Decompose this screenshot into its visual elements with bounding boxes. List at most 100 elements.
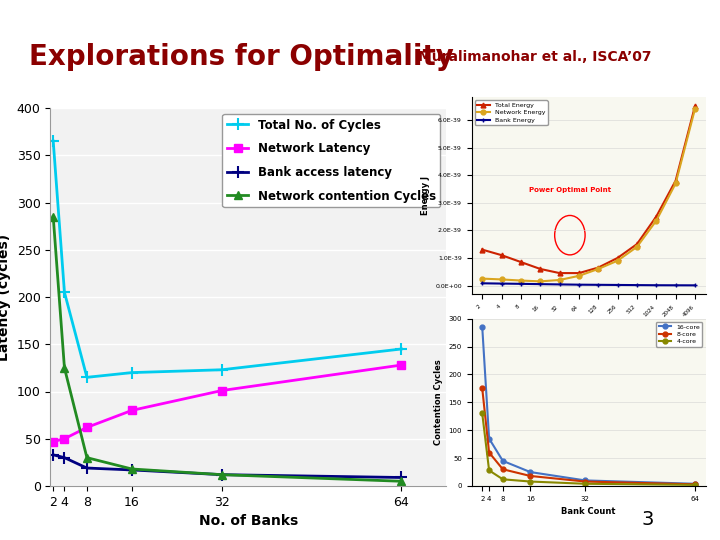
Bank Energy: [652, 282, 661, 288]
4-core: [498, 476, 507, 483]
Total Energy: [671, 178, 680, 184]
Network Energy: [671, 180, 680, 187]
4-core: [485, 467, 493, 474]
Bank Energy: [633, 282, 642, 288]
8-core: [478, 385, 487, 392]
Total No. of Cycles: [217, 367, 226, 373]
16-core: [485, 435, 493, 442]
Network contention Cycles: [49, 213, 58, 220]
Total Energy: [555, 270, 564, 276]
Y-axis label: Contention Cycles: Contention Cycles: [434, 360, 443, 445]
Line: Network Energy: Network Energy: [480, 106, 698, 284]
Network contention Cycles: [397, 478, 406, 484]
Total Energy: [536, 266, 544, 272]
Total No. of Cycles: [127, 369, 136, 376]
Bank Energy: [555, 281, 564, 288]
Network contention Cycles: [127, 465, 136, 472]
4-core: [581, 481, 590, 487]
Total Energy: [478, 246, 487, 253]
Bank access latency: [397, 474, 406, 481]
Network Energy: [516, 278, 525, 284]
Bank access latency: [127, 467, 136, 473]
Bank Energy: [613, 282, 622, 288]
Total Energy: [594, 265, 603, 271]
Legend: Total No. of Cycles, Network Latency, Bank access latency, Network contention Cy: Total No. of Cycles, Network Latency, Ba…: [222, 114, 441, 207]
X-axis label: Bank Count: Bank Count: [562, 323, 616, 332]
Total No. of Cycles: [83, 374, 91, 381]
Bank access latency: [217, 471, 226, 478]
Bank Energy: [536, 281, 544, 287]
Total Energy: [575, 270, 583, 276]
Line: Total Energy: Total Energy: [480, 104, 698, 275]
Line: 4-core: 4-core: [480, 411, 698, 487]
Bank Energy: [575, 281, 583, 288]
Network Energy: [652, 218, 661, 224]
Legend: 16-core, 8-core, 4-core: 16-core, 8-core, 4-core: [656, 322, 703, 347]
Network Latency: [397, 362, 406, 368]
Bank Energy: [671, 282, 680, 288]
Text: Explorations for Optimality: Explorations for Optimality: [29, 43, 454, 71]
Legend: Total Energy, Network Energy, Bank Energy: Total Energy, Network Energy, Bank Energ…: [474, 100, 548, 125]
8-core: [581, 478, 590, 485]
8-core: [485, 449, 493, 456]
Total Energy: [498, 252, 506, 259]
Network Energy: [575, 273, 583, 279]
Network Energy: [613, 258, 622, 264]
Network Energy: [690, 106, 699, 112]
Line: Network contention Cycles: Network contention Cycles: [49, 213, 405, 485]
4-core: [478, 410, 487, 417]
Network Latency: [49, 438, 58, 445]
Total No. of Cycles: [49, 138, 58, 144]
Text: 3: 3: [642, 510, 654, 529]
Bank Energy: [594, 281, 603, 288]
Bank access latency: [83, 465, 91, 471]
Line: Network Latency: Network Latency: [49, 361, 405, 446]
16-core: [581, 477, 590, 484]
Total Energy: [516, 259, 525, 265]
Bank Energy: [690, 282, 699, 288]
Y-axis label: Latency (cycles): Latency (cycles): [0, 233, 12, 361]
Total No. of Cycles: [60, 289, 69, 295]
16-core: [478, 323, 487, 330]
8-core: [526, 472, 534, 479]
16-core: [690, 481, 699, 487]
Bank access latency: [60, 455, 69, 461]
Network Energy: [498, 276, 506, 282]
Total Energy: [690, 103, 699, 110]
X-axis label: Bank Count: Bank Count: [562, 507, 616, 516]
Line: 16-core: 16-core: [480, 325, 698, 486]
Line: Bank access latency: Bank access latency: [48, 449, 407, 483]
16-core: [526, 469, 534, 475]
8-core: [498, 466, 507, 472]
X-axis label: No. of Banks: No. of Banks: [199, 514, 298, 528]
Bank Energy: [498, 280, 506, 287]
Total Energy: [633, 241, 642, 247]
Network Energy: [594, 266, 603, 272]
Total Energy: [652, 213, 661, 220]
Network Energy: [633, 244, 642, 250]
4-core: [690, 482, 699, 488]
Total Energy: [613, 255, 622, 261]
Y-axis label: Energy J: Energy J: [420, 176, 430, 215]
Bank Energy: [478, 280, 487, 287]
Network contention Cycles: [83, 455, 91, 461]
Network Latency: [217, 387, 226, 394]
Line: Bank Energy: Bank Energy: [480, 281, 698, 288]
Network Latency: [60, 435, 69, 442]
Network Latency: [127, 407, 136, 414]
Network Energy: [536, 278, 544, 285]
Text: Muralimanohar et al., ISCA’07: Muralimanohar et al., ISCA’07: [418, 50, 651, 64]
Total No. of Cycles: [397, 346, 406, 352]
Bank access latency: [49, 451, 58, 458]
Line: 8-core: 8-core: [480, 386, 698, 487]
Network contention Cycles: [217, 471, 226, 478]
16-core: [498, 458, 507, 464]
4-core: [526, 478, 534, 485]
8-core: [690, 481, 699, 488]
Network contention Cycles: [60, 364, 69, 371]
Bank Energy: [516, 281, 525, 287]
Text: Power Optimal Point: Power Optimal Point: [528, 187, 611, 193]
Network Energy: [478, 275, 487, 282]
Network Energy: [555, 276, 564, 283]
Line: Total No. of Cycles: Total No. of Cycles: [48, 136, 407, 383]
